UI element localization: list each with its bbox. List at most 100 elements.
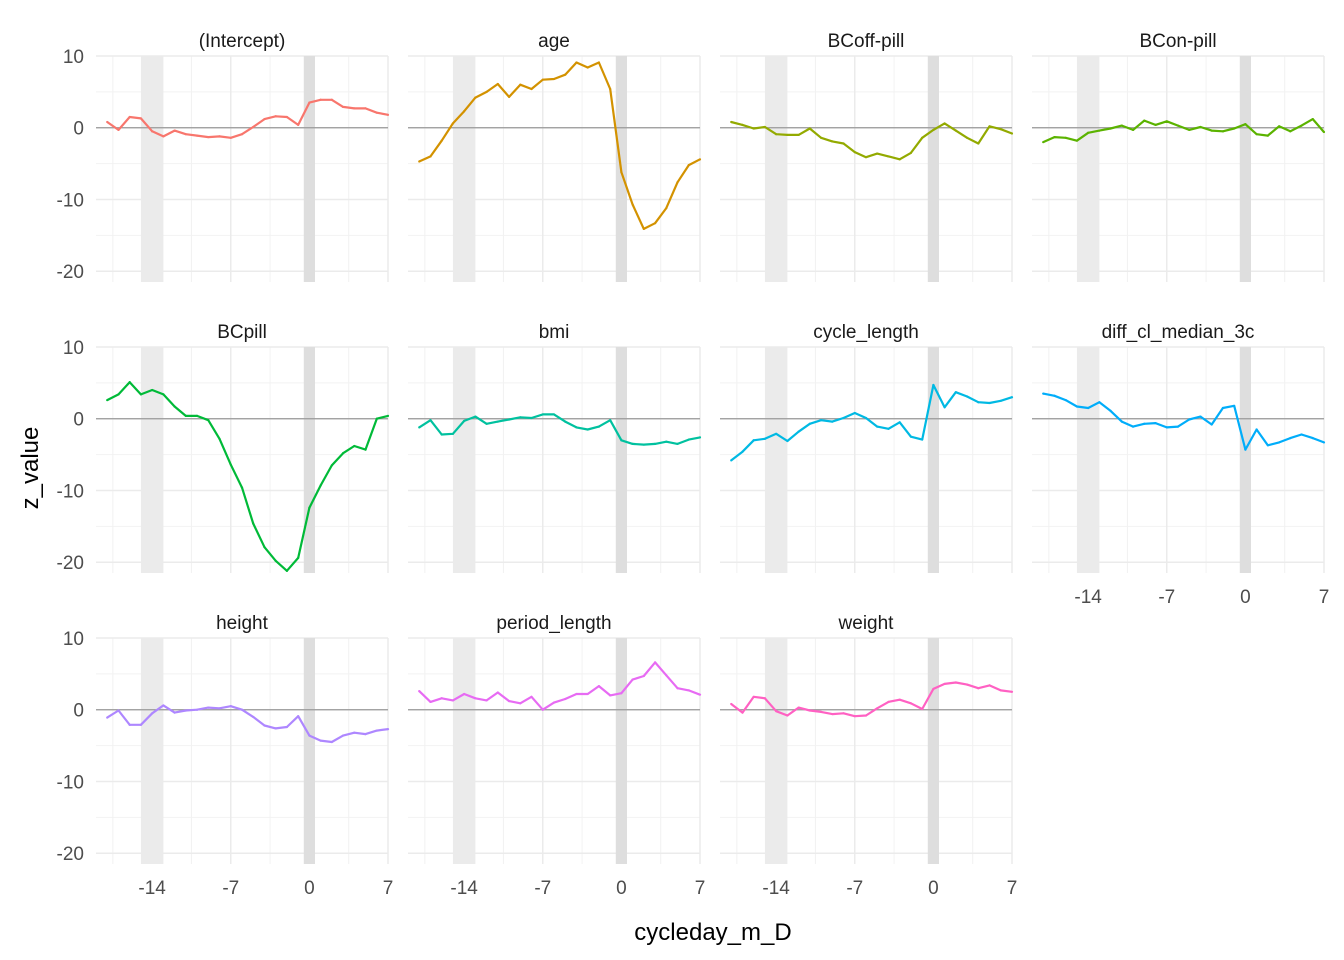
data-point	[552, 701, 556, 704]
data-point	[375, 417, 378, 420]
data-point	[106, 716, 109, 719]
facet-strip-label: age	[538, 31, 570, 52]
data-point	[943, 406, 946, 409]
x-tick-label: 0	[304, 878, 315, 899]
y-tick-label: 0	[73, 119, 84, 140]
data-point	[263, 118, 266, 121]
data-point	[1042, 392, 1045, 395]
facet-panel: diff_cl_median_3c -14 -7 0 7	[1032, 322, 1329, 608]
data-point	[1233, 404, 1236, 407]
data-point	[741, 450, 744, 453]
data-point	[808, 709, 811, 712]
data-point	[597, 684, 601, 688]
data-point	[353, 731, 356, 734]
x-tick-label: 7	[383, 878, 394, 899]
series-line	[106, 98, 389, 139]
data-point	[151, 388, 154, 392]
data-point	[1165, 120, 1168, 123]
data-point	[128, 381, 131, 384]
series-line	[418, 61, 701, 230]
data-point	[1221, 130, 1225, 133]
data-point	[541, 708, 544, 711]
data-point	[954, 391, 957, 394]
data-point	[965, 136, 969, 139]
data-point	[1120, 420, 1123, 423]
facet-strip-label: bmi	[539, 322, 570, 343]
data-point	[609, 694, 612, 697]
data-point	[943, 682, 946, 686]
data-point	[530, 87, 533, 91]
x-tick-label: -7	[534, 878, 551, 899]
data-point	[819, 419, 823, 422]
data-point	[999, 399, 1002, 402]
data-point	[786, 714, 789, 717]
shaded-band	[452, 638, 476, 864]
data-point	[653, 442, 657, 445]
data-point	[1075, 139, 1079, 142]
data-point	[1154, 123, 1157, 126]
data-point	[831, 420, 834, 423]
shaded-band	[140, 638, 164, 864]
data-point	[1221, 406, 1225, 410]
data-point	[564, 73, 567, 76]
data-point	[330, 98, 333, 101]
data-point	[507, 418, 511, 421]
data-point	[1289, 130, 1292, 133]
y-tick-label: -10	[57, 772, 84, 793]
y-tick-label: 0	[73, 410, 84, 431]
data-point	[519, 416, 522, 419]
data-point	[1210, 129, 1213, 132]
data-point	[364, 448, 367, 451]
series-line	[418, 413, 701, 446]
data-point	[1188, 128, 1191, 131]
x-tick-label: -7	[846, 878, 863, 899]
data-point	[173, 405, 176, 408]
y-tick-label: -20	[57, 844, 84, 865]
y-tick-label: 0	[73, 701, 84, 722]
data-point	[229, 136, 232, 139]
data-point	[642, 674, 645, 678]
data-point	[831, 712, 834, 716]
data-point	[364, 107, 367, 110]
data-point	[1010, 690, 1014, 693]
data-point	[229, 463, 232, 466]
data-point	[932, 687, 935, 691]
data-point	[418, 426, 421, 429]
series-line	[1042, 392, 1325, 451]
data-point	[741, 123, 744, 126]
data-point	[429, 700, 432, 703]
data-point	[207, 135, 210, 139]
data-point	[263, 724, 266, 727]
data-point	[341, 105, 345, 109]
data-point	[597, 61, 601, 64]
data-point	[364, 733, 367, 736]
data-point	[418, 160, 421, 163]
data-point	[263, 546, 266, 549]
y-tick-label: 10	[63, 338, 84, 359]
data-point	[519, 702, 522, 705]
data-point	[496, 82, 499, 86]
data-point	[564, 420, 567, 423]
data-point	[819, 710, 823, 713]
data-point	[1244, 123, 1247, 126]
facet-panel: age	[408, 31, 702, 282]
data-point	[151, 130, 154, 133]
data-point	[1165, 426, 1168, 429]
series-line	[106, 704, 389, 744]
data-point	[1255, 428, 1258, 431]
shaded-band	[452, 347, 476, 573]
facet-panels: (Intercept) 10 0 -10 -20 age BCoff-pill BCon-pi…	[57, 31, 1330, 899]
data-point	[564, 697, 567, 701]
data-point	[106, 398, 109, 402]
y-tick-label: -10	[57, 190, 84, 211]
data-point	[207, 419, 210, 422]
data-point	[530, 695, 533, 698]
data-point	[853, 715, 856, 718]
data-point	[763, 697, 767, 700]
data-point	[1010, 396, 1014, 399]
data-point	[642, 227, 645, 231]
shaded-band	[452, 56, 476, 282]
data-point	[308, 101, 311, 104]
y-tick-label: -10	[57, 481, 84, 502]
data-point	[752, 695, 755, 698]
